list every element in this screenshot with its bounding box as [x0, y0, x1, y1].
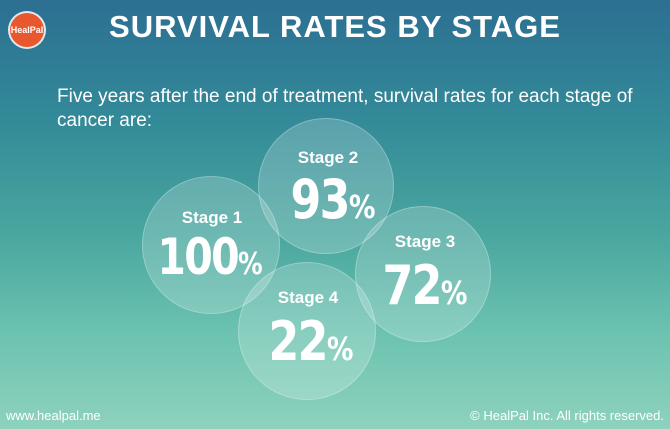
stage-1-number: 100: [157, 228, 239, 286]
intro-text: Five years after the end of treatment, s…: [57, 86, 633, 131]
logo-text: HealPal: [10, 25, 44, 35]
stage-3-label: Stage 3: [394, 232, 456, 251]
stage-2-unit: %: [348, 188, 376, 226]
stage-3-unit: %: [440, 274, 468, 312]
healpal-logo: HealPal: [10, 13, 44, 47]
stage-3-number: 72: [382, 254, 443, 317]
stage-4-number: 22: [268, 310, 329, 373]
stage-1-unit: %: [238, 247, 263, 282]
website-link[interactable]: www.healpal.me: [6, 408, 101, 423]
stage-3-value: 72%: [359, 254, 490, 317]
stage-2-number: 93: [290, 168, 351, 231]
stage-2-label: Stage 2: [297, 148, 359, 167]
stage-4-label: Stage 4: [277, 288, 339, 307]
stage-2-value: 93%: [267, 168, 398, 231]
stage-4-unit: %: [326, 330, 354, 368]
stage-1-label: Stage 1: [181, 208, 243, 227]
stage-4-circle: [238, 262, 376, 400]
stage-4-value: 22%: [245, 310, 376, 373]
copyright-text: © HealPal Inc. All rights reserved.: [470, 408, 664, 423]
stage-3-circle: [355, 206, 491, 342]
page-title: SURVIVAL RATES BY STAGE: [109, 9, 561, 44]
stage-1-value: 100%: [144, 228, 275, 286]
